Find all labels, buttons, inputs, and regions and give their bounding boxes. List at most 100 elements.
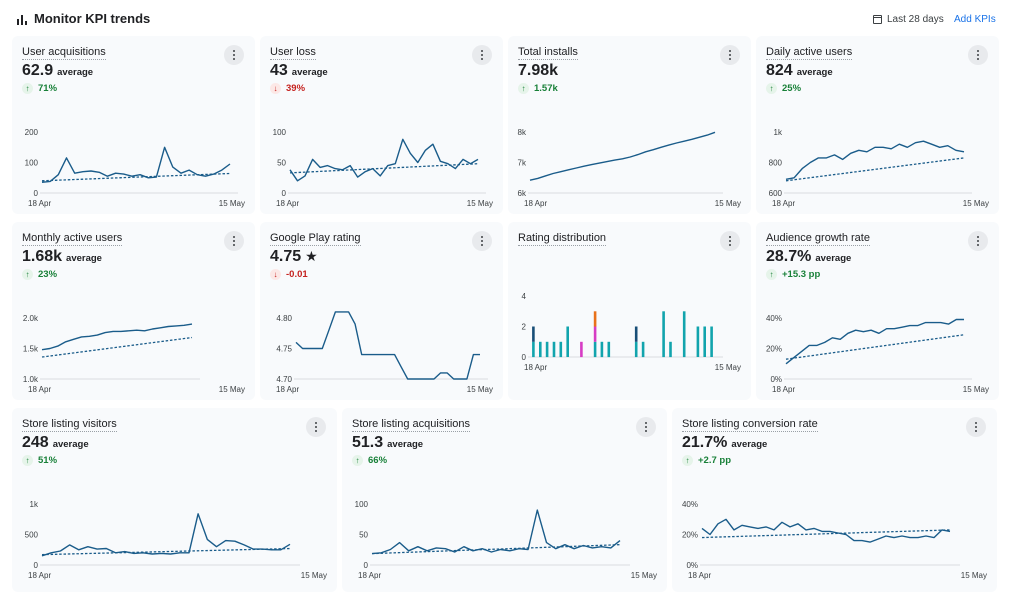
more-vert-icon [729, 235, 731, 247]
y-tick-label: 1k [30, 500, 39, 509]
kpi-value-line: 43 average [270, 62, 328, 80]
kpi-value: 51.3 [352, 434, 384, 451]
more-vert-icon [977, 49, 979, 61]
rating-bar [669, 341, 672, 358]
kpi-chart: 1.0k 1.5k 2.0k 18 Apr 15 May [23, 314, 245, 394]
trend-line [785, 334, 965, 360]
date-range-label: Last 28 days [887, 14, 944, 25]
kpi-chart: 0 50 100 18 Apr 15 May [355, 500, 657, 580]
add-kpis-link[interactable]: Add KPIs [954, 14, 996, 25]
x-end-label: 15 May [715, 363, 741, 372]
date-range-selector[interactable]: Last 28 days [873, 14, 944, 25]
kpi-card-daily-active-users: Daily active users 824 average ↑ 25% 600 800 1k… [756, 36, 999, 214]
kpi-title[interactable]: Store listing conversion rate [682, 418, 818, 432]
kpi-title[interactable]: Store listing acquisitions [352, 418, 471, 432]
kpi-title[interactable]: Store listing visitors [22, 418, 117, 432]
rating-bar [703, 326, 706, 357]
y-tick-label: 7k [518, 159, 527, 168]
y-tick-label: 50 [277, 159, 286, 168]
x-start-label: 18 Apr [524, 363, 547, 372]
x-end-label: 15 May [467, 199, 493, 208]
kpi-change-value: 23% [38, 269, 58, 280]
more-vert-icon [233, 235, 235, 247]
y-tick-label: 4.80 [276, 314, 292, 323]
rating-bar [662, 311, 665, 358]
x-start-label: 18 Apr [28, 571, 51, 580]
y-tick-label: 2 [522, 323, 527, 332]
y-tick-label: 0 [522, 353, 527, 362]
rating-bar [532, 341, 535, 358]
kpi-title[interactable]: Daily active users [766, 46, 853, 60]
more-vert-icon [975, 421, 977, 433]
kpi-title[interactable]: User acquisitions [22, 46, 106, 60]
kpi-chart: 0% 20% 40% 18 Apr 15 May [766, 314, 989, 394]
y-tick-label: 50 [359, 531, 368, 540]
x-start-label: 18 Apr [358, 571, 381, 580]
rating-bar [539, 341, 542, 358]
kpi-card-user-loss: User loss 43 average ↓ 39% 0 50 100 18 Apr 15 May [260, 36, 503, 214]
kpi-change-value: 39% [286, 83, 306, 94]
calendar-icon [873, 15, 882, 24]
kpi-card-store-listing-conversion-rate: Store listing conversion rate 21.7% averag… [672, 408, 997, 592]
more-options-button[interactable] [968, 231, 988, 251]
arrow-up-icon: ↑ [766, 83, 777, 94]
kpi-chart: 0 50 100 18 Apr 15 May [273, 128, 493, 208]
more-options-button[interactable] [966, 417, 986, 437]
kpi-title[interactable]: Total installs [518, 46, 578, 60]
more-options-button[interactable] [968, 45, 988, 65]
more-vert-icon [977, 235, 979, 247]
kpi-value-line: 51.3 average [352, 434, 423, 452]
kpi-change-value: 66% [368, 455, 388, 466]
more-options-button[interactable] [472, 231, 492, 251]
kpi-change-value: 1.57k [534, 83, 558, 94]
y-tick-label: 100 [273, 128, 287, 137]
kpi-title[interactable]: Audience growth rate [766, 232, 870, 246]
more-options-button[interactable] [720, 45, 740, 65]
arrow-up-icon: ↑ [682, 455, 693, 466]
kpi-value-line: 62.9 average [22, 62, 93, 80]
rating-bar [634, 341, 638, 358]
kpi-value-unit: average [291, 67, 328, 78]
x-end-label: 15 May [467, 385, 493, 394]
y-tick-label: 40% [766, 314, 782, 323]
rating-bar [552, 341, 556, 358]
kpi-title[interactable]: Google Play rating [270, 232, 361, 246]
x-end-label: 15 May [715, 199, 741, 208]
kpi-title[interactable]: Monthly active users [22, 232, 123, 246]
y-tick-label: 200 [25, 128, 39, 137]
y-tick-label: 1.0k [23, 375, 39, 384]
more-options-button[interactable] [224, 231, 244, 251]
more-options-button[interactable] [720, 231, 740, 251]
arrow-up-icon: ↑ [22, 455, 33, 466]
x-end-label: 15 May [301, 571, 327, 580]
kpi-value: 43 [270, 62, 288, 79]
kpi-value-unit: average [731, 439, 768, 450]
x-end-label: 15 May [219, 199, 245, 208]
kpi-value: 1.68k [22, 248, 63, 265]
x-start-label: 18 Apr [276, 385, 299, 394]
rating-bar [696, 326, 700, 357]
rating-bar [641, 341, 645, 358]
x-start-label: 18 Apr [688, 571, 711, 580]
kpi-title[interactable]: Rating distribution [518, 232, 607, 246]
y-tick-label: 20% [766, 345, 782, 354]
x-start-label: 18 Apr [276, 199, 299, 208]
kpi-change-value: +15.3 pp [782, 269, 821, 280]
kpi-change: ↑ 66% [352, 455, 387, 466]
arrow-up-icon: ↑ [22, 83, 33, 94]
bar-chart-icon [17, 14, 29, 25]
more-vert-icon [481, 235, 483, 247]
more-options-button[interactable] [224, 45, 244, 65]
star-icon: ★ [305, 248, 318, 264]
more-vert-icon [315, 421, 317, 433]
more-options-button[interactable] [472, 45, 492, 65]
kpi-change: ↓ 39% [270, 83, 305, 94]
kpi-card-google-play-rating: Google Play rating 4.75 ★ ↓ -0.01 4.70 4.75 4.8… [260, 222, 503, 400]
kpi-change-value: 71% [38, 83, 58, 94]
kpi-chart: 600 800 1k 18 Apr 15 May [769, 128, 989, 208]
kpi-title[interactable]: User loss [270, 46, 316, 60]
rating-bar [545, 341, 549, 358]
more-options-button[interactable] [636, 417, 656, 437]
kpi-value-unit: average [57, 67, 94, 78]
more-options-button[interactable] [306, 417, 326, 437]
